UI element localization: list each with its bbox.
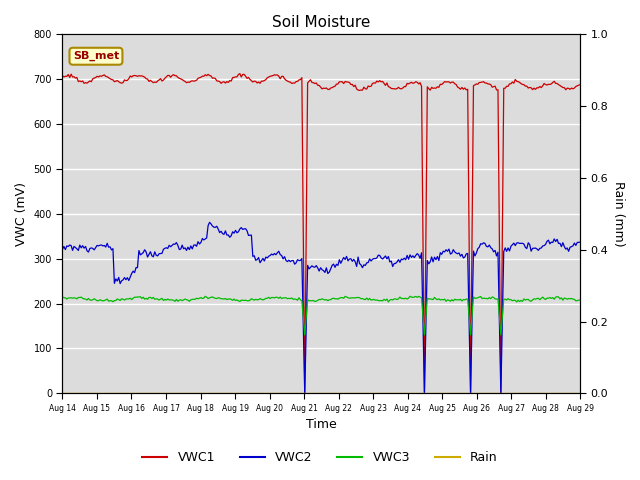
- Y-axis label: Rain (mm): Rain (mm): [612, 181, 625, 247]
- X-axis label: Time: Time: [306, 419, 337, 432]
- Title: Soil Moisture: Soil Moisture: [272, 15, 371, 30]
- Y-axis label: VWC (mV): VWC (mV): [15, 182, 28, 246]
- Text: SB_met: SB_met: [73, 51, 119, 61]
- Legend: VWC1, VWC2, VWC3, Rain: VWC1, VWC2, VWC3, Rain: [138, 446, 502, 469]
